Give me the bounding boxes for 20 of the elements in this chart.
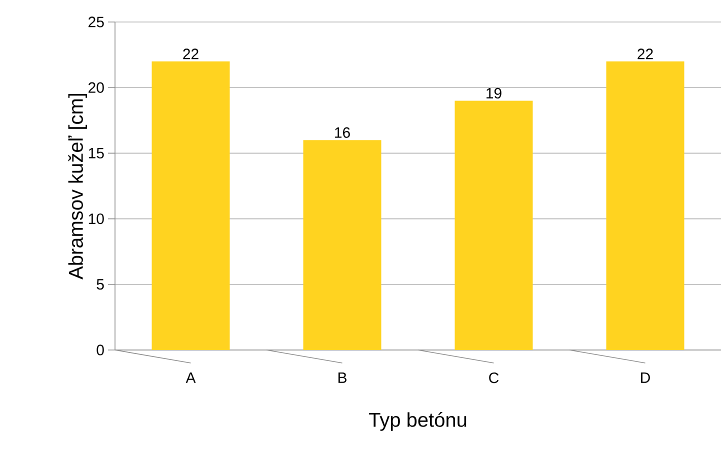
data-label: 19 xyxy=(486,88,502,99)
x-tick-label: C xyxy=(489,372,499,384)
data-label: 22 xyxy=(638,48,653,60)
y-tick-label: 20 xyxy=(88,82,104,93)
bar xyxy=(606,61,684,350)
x-tick-label: A xyxy=(186,372,196,383)
y-tick-label: 5 xyxy=(96,279,104,290)
y-axis-title: Abramsov kužeľ [cm] xyxy=(68,94,87,280)
y-tick-label: 25 xyxy=(88,16,104,28)
y-tick-label: 0 xyxy=(96,344,104,356)
bar xyxy=(454,100,533,350)
y-tick-label: 10 xyxy=(88,213,104,224)
y-tick-label: 15 xyxy=(88,148,104,158)
data-label: 22 xyxy=(183,48,198,60)
bar xyxy=(303,140,382,350)
x-tick-label: B xyxy=(338,372,346,383)
x-tick-label: D xyxy=(641,372,650,383)
data-label: 16 xyxy=(335,127,350,138)
bar xyxy=(152,61,230,350)
x-axis-title: Typ betónu xyxy=(368,412,466,431)
